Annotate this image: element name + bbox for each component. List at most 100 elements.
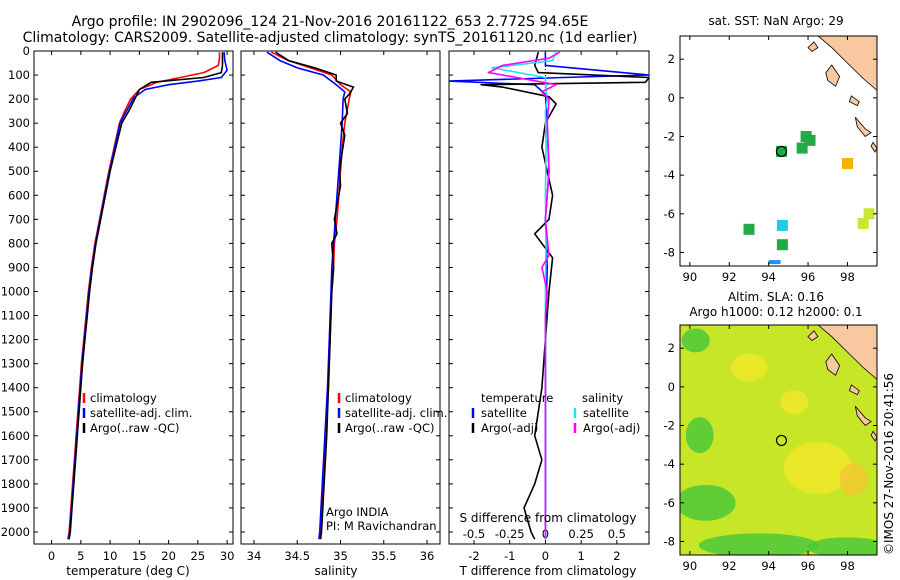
sdiff-tick-label: 0.25 <box>568 527 594 541</box>
land-mass <box>807 330 819 342</box>
depth-tick-label: 100 <box>8 68 30 82</box>
argo-location-marker <box>775 434 788 447</box>
sdiff-tick-label: -0.25 <box>495 527 525 541</box>
depth-axis: 0 100 200 300 400 500 600 700 800 900 1000 1100 1200… <box>1 44 233 539</box>
tdiff-x-tick-label: 2 <box>613 549 620 563</box>
lat-tick-label: -8 <box>664 534 675 548</box>
tdiff-x-tick-label: -2 <box>468 549 479 563</box>
temperature-x-tick-label: 5 <box>77 549 84 563</box>
salinity-series <box>266 51 355 540</box>
legend-label-climatology: climatology <box>90 391 157 405</box>
land-mass <box>817 325 877 380</box>
sst-data-point <box>776 219 788 231</box>
depth-tick-label: 1300 <box>1 357 30 371</box>
depth-tick-label: 2000 <box>1 525 30 539</box>
annotation-pi-name: PI: M Ravichandran <box>326 519 437 533</box>
land-mass <box>807 41 819 53</box>
sst-data-point <box>776 239 788 251</box>
lon-tick-label: 96 <box>801 559 816 573</box>
sla-field-patch <box>680 484 736 521</box>
lat-tick-label: -4 <box>664 457 675 471</box>
imos-credit: ©IMOS 27-Nov-2016 20:41:56 <box>882 373 896 555</box>
temperature-panel: 0100200300400500600700800900100011001200… <box>1 44 235 578</box>
sla-map-frame <box>679 324 878 556</box>
depth-tick-label: 800 <box>8 236 30 250</box>
series-temperature-argo-adj <box>480 51 649 540</box>
legend-label-satellite-adj-clim: satellite-adj. clim. <box>345 406 447 420</box>
sla-map-panel: Altim. SLA: 0.16 Argo h1000: 0.12 h2000:… <box>664 290 878 573</box>
lon-tick-label: 90 <box>683 270 698 284</box>
legend-label-climatology: climatology <box>345 391 412 405</box>
sla-field-patch <box>839 463 868 496</box>
salinity-x-tick-label: 36 <box>420 549 435 563</box>
land-mass <box>817 36 877 91</box>
temperature-x-tick-label: 25 <box>191 549 206 563</box>
land-mass <box>848 384 860 396</box>
land-mass <box>870 141 877 153</box>
sst-data-point <box>863 208 875 220</box>
temperature-axes-frame <box>33 50 234 545</box>
depth-tick-label: 0 <box>23 44 30 58</box>
legend-label-satellite: satellite <box>481 406 527 420</box>
salinity-depth-ticks <box>241 50 440 533</box>
land-mass <box>854 116 872 138</box>
sla-map-land <box>807 325 877 442</box>
lon-tick-label: 98 <box>840 559 855 573</box>
depth-tick-label: 1200 <box>1 333 30 347</box>
salinity-panel: 34 34.5 35 35.5 36 salinity climatologysatel… <box>240 50 447 578</box>
temperature-series <box>67 52 228 540</box>
lat-tick-label: -8 <box>664 245 675 259</box>
series-salinity-argo-adj <box>487 51 561 540</box>
depth-tick-label: 1600 <box>1 429 30 443</box>
tdiff-x-tick-label: 1 <box>577 549 584 563</box>
lat-tick-label: -4 <box>664 168 675 182</box>
lon-tick-label: 94 <box>761 270 776 284</box>
lon-tick-label: 94 <box>761 559 776 573</box>
depth-tick-label: 700 <box>8 212 30 226</box>
lat-tick-label: 2 <box>668 341 675 355</box>
sla-field-patch <box>780 390 809 415</box>
temperature-difference-label: T difference from climatology <box>459 564 637 578</box>
sst-map-axes: 90 92 94 96 98 2 0 -2 -4 -6 -8 <box>664 36 877 284</box>
sst-data-point <box>743 223 755 235</box>
land-mass <box>848 95 860 107</box>
sla-map-title: Altim. SLA: 0.16 <box>728 290 824 304</box>
depth-tick-label: 500 <box>8 164 30 178</box>
sla-field-patch <box>681 328 710 353</box>
difference-panel: -2 -1 0 1 2 -0.5 -0.25 0 0.25 0.5 S difference f… <box>448 50 650 578</box>
sst-data-point <box>796 142 808 154</box>
legend-label-satellite: satellite <box>583 406 629 420</box>
salinity-difference-label: S difference from climatology <box>460 511 637 525</box>
lon-tick-label: 98 <box>840 270 855 284</box>
sla-field-patch <box>685 417 714 454</box>
depth-tick-label: 1400 <box>1 381 30 395</box>
sst-map-points <box>743 131 875 265</box>
salinity-x-axis: 34 34.5 35 35.5 36 <box>247 51 435 563</box>
depth-tick-label: 1100 <box>1 309 30 323</box>
salinity-x-tick-label: 35.5 <box>371 549 397 563</box>
sla-field-patch <box>730 353 767 382</box>
sla-map-axes: 90 92 94 96 98 2 0 -2 -4 -6 -8 <box>664 325 877 573</box>
sst-map-frame <box>679 35 878 267</box>
salinity-x-tick-label: 34 <box>247 549 262 563</box>
series-satellite-adj-clim <box>67 52 228 540</box>
lat-tick-label: -2 <box>664 130 675 144</box>
depth-tick-label: 1800 <box>1 477 30 491</box>
series-climatology <box>270 51 352 540</box>
sdiff-tick-label: -0.5 <box>463 527 485 541</box>
lat-tick-label: -2 <box>664 419 675 433</box>
temperature-x-tick-label: 20 <box>161 549 176 563</box>
land-mass <box>825 64 841 87</box>
depth-tick-label: 900 <box>8 260 30 274</box>
difference-axes-frame <box>448 50 650 545</box>
temperature-x-tick-label: 30 <box>220 549 235 563</box>
tdiff-x-tick-label: -1 <box>504 549 515 563</box>
legend-label-argo-raw-qc: Argo(..raw -QC) <box>90 421 180 435</box>
sst-data-point <box>842 158 853 170</box>
lon-tick-label: 92 <box>722 270 737 284</box>
legend-label-argo-adj: Argo(-adj) <box>481 421 538 435</box>
lat-tick-label: 0 <box>668 91 675 105</box>
sst-map-land <box>807 36 877 153</box>
